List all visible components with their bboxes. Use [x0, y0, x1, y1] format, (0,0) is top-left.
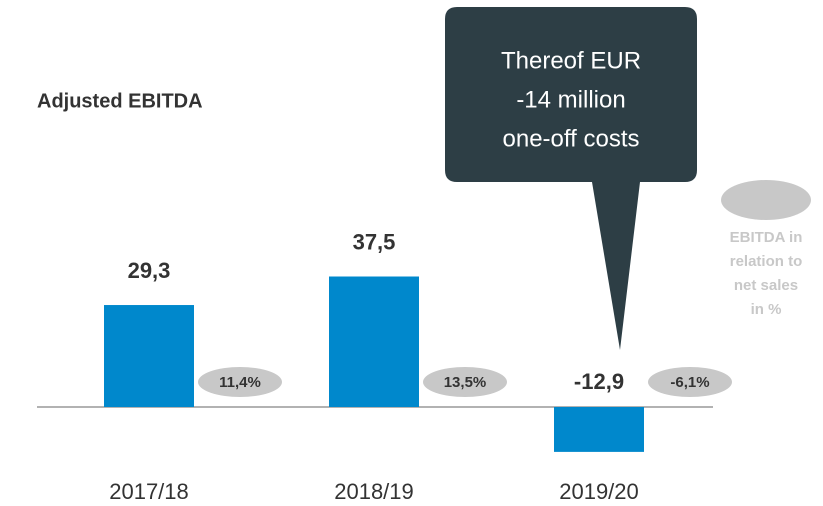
legend-label: net sales	[734, 277, 798, 294]
annotation: -14 million	[516, 86, 625, 113]
ratio-label: 13,5%	[444, 374, 487, 391]
legend-marker	[721, 180, 811, 220]
x-tick-label: 2019/20	[559, 479, 639, 504]
legend-label: in %	[751, 301, 782, 318]
x-tick-label: 2017/18	[109, 479, 189, 504]
legend-label: relation to	[730, 253, 803, 270]
annotation: one-off costs	[503, 125, 640, 152]
annotation: Thereof EUR	[501, 47, 641, 74]
bar	[554, 407, 644, 452]
ratio-marker	[198, 367, 282, 397]
subtitle: Adjusted EBITDA	[37, 90, 203, 112]
legend-label: EBITDA in	[730, 229, 803, 246]
value-label: 37,5	[353, 229, 396, 254]
bar	[329, 276, 419, 407]
value-label: -12,9	[574, 369, 624, 394]
ratio-label: -6,1%	[670, 374, 709, 391]
value-label: 29,3	[128, 258, 171, 283]
bar	[104, 305, 194, 407]
x-tick-label: 2018/19	[334, 479, 414, 504]
ratio-marker	[648, 367, 732, 397]
ratio-marker	[423, 367, 507, 397]
ratio-label: 11,4%	[219, 374, 261, 391]
callout	[445, 7, 697, 350]
